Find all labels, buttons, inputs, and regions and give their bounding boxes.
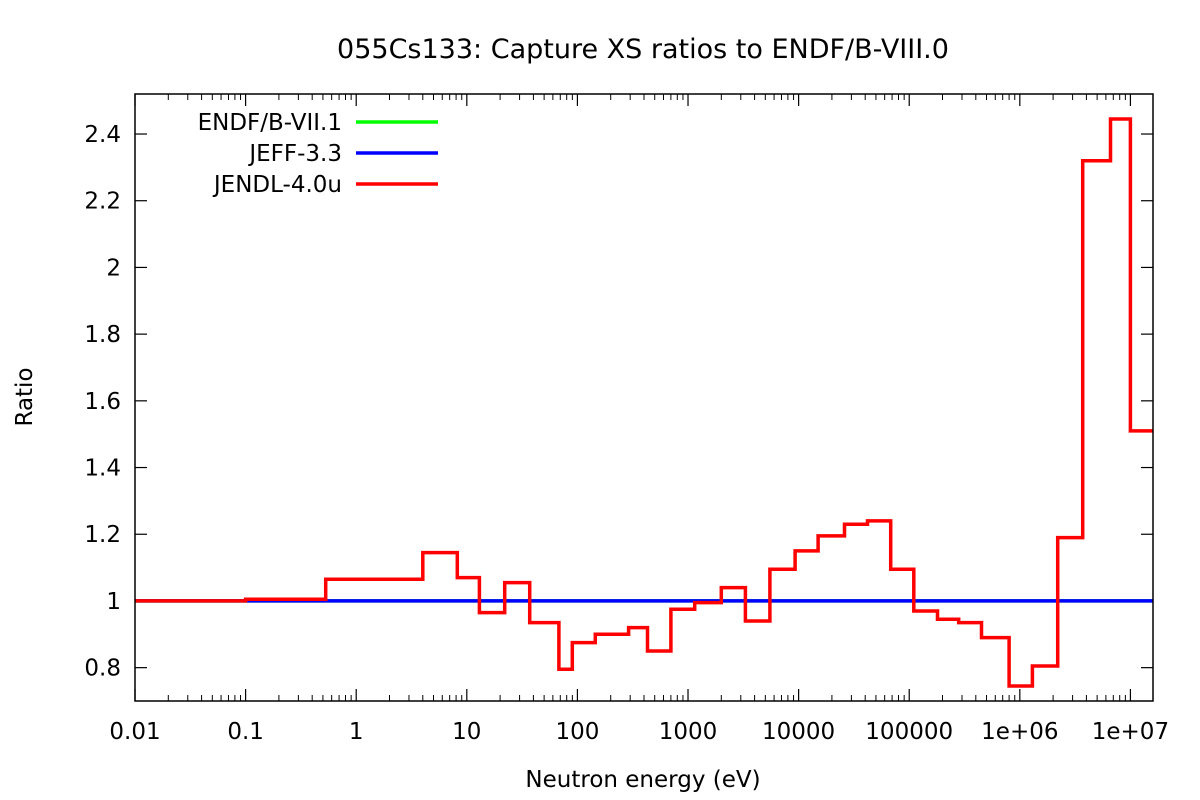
x-tick-label: 100000 (865, 719, 953, 745)
legend-label: JEFF-3.3 (247, 141, 342, 167)
y-tick-label: 1.2 (84, 522, 121, 548)
x-tick-label: 1 (349, 719, 364, 745)
chart-title: 055Cs133: Capture XS ratios to ENDF/B-VI… (337, 34, 949, 65)
plot-frame (134, 93, 1154, 702)
x-tick-label: 10000 (762, 719, 835, 745)
y-tick-label: 1.4 (84, 456, 121, 482)
y-axis-label: Ratio (12, 367, 38, 426)
y-tick-label: 0.8 (84, 656, 121, 682)
x-tick-label: 1e+07 (1092, 719, 1169, 745)
x-tick-label: 100 (555, 719, 599, 745)
y-tick-label: 2.2 (84, 189, 121, 215)
y-tick-label: 1.8 (84, 322, 121, 348)
axis-ticks: 0.01 0.1 1 10 100 1000 10000 100000 1e+06 1e+07 0.… (84, 94, 1169, 745)
x-tick-label: 1e+06 (981, 719, 1058, 745)
x-axis-label: Neutron energy (eV) (525, 767, 760, 793)
series-line-jendl-4-0u (135, 117, 1153, 688)
x-tick-label: 0.1 (227, 719, 264, 745)
legend-label: JENDL-4.0u (212, 172, 342, 198)
x-tick-label: 0.01 (109, 719, 160, 745)
legend: ENDF/B-VII.1 JEFF-3.3 JENDL-4.0u (198, 110, 438, 198)
x-tick-label: 10 (452, 719, 481, 745)
legend-label: ENDF/B-VII.1 (198, 110, 342, 136)
y-tick-label: 2.4 (84, 122, 121, 148)
series-layer (135, 117, 1153, 688)
y-tick-label: 1 (106, 589, 121, 615)
y-tick-label: 2 (106, 255, 121, 281)
x-tick-label: 1000 (659, 719, 718, 745)
y-tick-label: 1.6 (84, 389, 121, 415)
